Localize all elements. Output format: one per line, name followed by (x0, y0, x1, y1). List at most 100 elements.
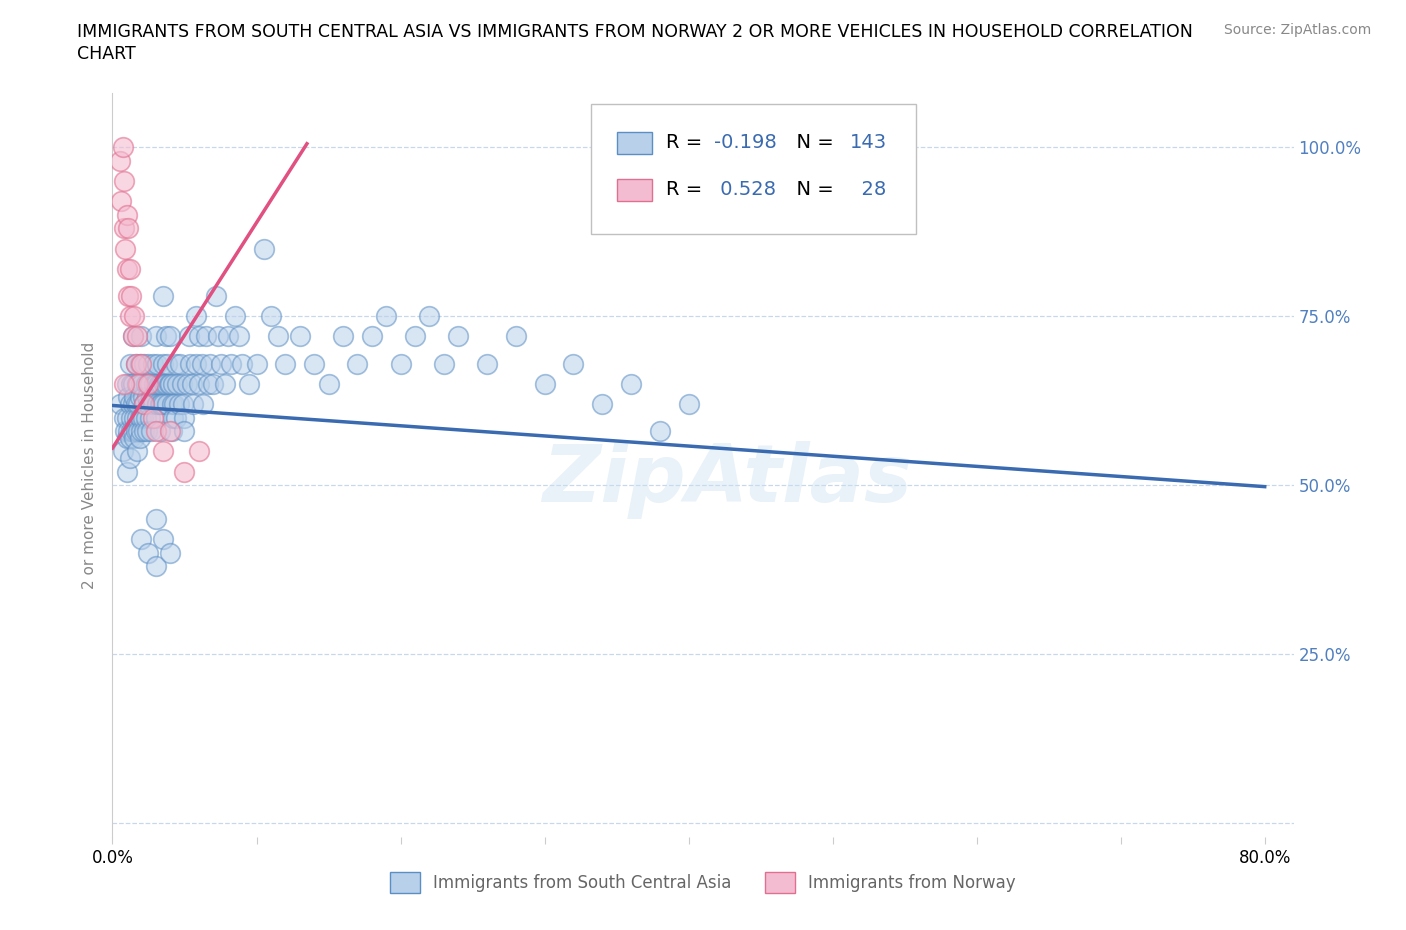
Point (121, 329, 143, 344)
Point (150, 377, 173, 392)
Point (134, 424, 156, 439)
Point (267, 329, 290, 344)
Point (108, 397, 131, 412)
Point (115, 410, 138, 425)
Point (172, 397, 194, 412)
Point (136, 424, 159, 439)
Point (120, 377, 142, 392)
Point (346, 356, 368, 371)
Point (145, 410, 167, 425)
Point (160, 424, 183, 439)
Point (156, 397, 179, 412)
Point (214, 377, 236, 392)
Point (191, 356, 214, 371)
FancyBboxPatch shape (617, 179, 652, 201)
Point (202, 377, 225, 392)
FancyBboxPatch shape (591, 104, 915, 234)
Point (118, 356, 141, 371)
Point (163, 397, 186, 412)
Point (145, 424, 167, 439)
Text: R =: R = (666, 133, 709, 153)
Point (111, 140, 134, 154)
Point (124, 424, 146, 439)
Point (375, 309, 398, 324)
Point (135, 377, 157, 392)
Point (118, 397, 141, 412)
Text: 0.528: 0.528 (714, 180, 776, 199)
Point (134, 356, 156, 371)
Point (114, 424, 136, 439)
Point (120, 424, 142, 439)
Point (224, 309, 246, 324)
Point (318, 377, 340, 392)
Point (112, 220, 135, 235)
Point (141, 390, 163, 405)
Point (153, 377, 176, 392)
Point (139, 410, 162, 425)
Point (112, 410, 135, 425)
Point (159, 546, 181, 561)
Point (591, 397, 613, 412)
Point (118, 451, 141, 466)
Point (122, 309, 145, 324)
Point (418, 309, 440, 324)
Point (209, 356, 232, 371)
Point (180, 377, 202, 392)
Point (173, 410, 195, 425)
Point (122, 431, 145, 445)
Point (134, 397, 156, 412)
Text: R =: R = (666, 180, 709, 199)
Point (159, 329, 181, 344)
Point (115, 261, 138, 276)
Point (129, 329, 152, 344)
Point (184, 309, 207, 324)
Point (124, 356, 146, 371)
Point (125, 410, 148, 425)
Point (165, 356, 187, 371)
Text: N =: N = (785, 133, 841, 153)
Point (274, 356, 297, 371)
Point (117, 390, 139, 405)
Point (138, 397, 160, 412)
Point (238, 377, 260, 392)
Point (146, 397, 169, 412)
Point (253, 241, 276, 256)
Point (121, 377, 143, 392)
Point (125, 329, 148, 344)
Point (132, 390, 155, 405)
Point (228, 329, 250, 344)
Point (129, 424, 152, 439)
Point (433, 356, 456, 371)
Point (155, 329, 177, 344)
Text: ZipAtlas: ZipAtlas (541, 441, 911, 519)
Text: -0.198: -0.198 (714, 133, 776, 153)
Point (118, 261, 141, 276)
Point (167, 397, 190, 412)
Point (505, 329, 527, 344)
Point (170, 377, 193, 392)
Point (150, 397, 173, 412)
Point (197, 377, 219, 392)
Point (179, 356, 201, 371)
Point (475, 356, 498, 371)
Point (207, 329, 229, 344)
Legend: Immigrants from South Central Asia, Immigrants from Norway: Immigrants from South Central Asia, Immi… (384, 866, 1022, 899)
Point (125, 444, 148, 458)
Point (121, 329, 143, 344)
Point (162, 377, 184, 392)
Point (148, 377, 170, 392)
Point (129, 410, 152, 425)
Y-axis label: 2 or more Vehicles in Household: 2 or more Vehicles in Household (82, 341, 97, 589)
Point (118, 309, 141, 324)
Point (173, 464, 195, 479)
Point (128, 356, 150, 371)
Point (260, 309, 283, 324)
Point (195, 329, 218, 344)
Point (122, 410, 145, 425)
Point (152, 397, 174, 412)
Point (129, 356, 152, 371)
Point (152, 444, 174, 458)
Text: Source: ZipAtlas.com: Source: ZipAtlas.com (1223, 23, 1371, 37)
Point (245, 356, 267, 371)
Point (128, 431, 150, 445)
